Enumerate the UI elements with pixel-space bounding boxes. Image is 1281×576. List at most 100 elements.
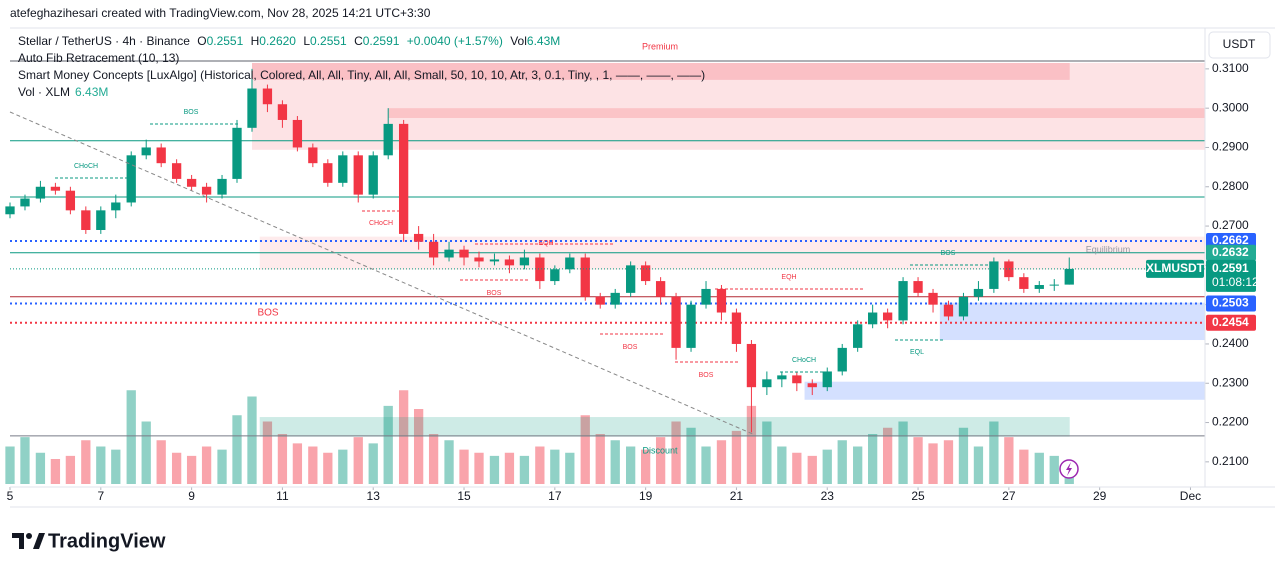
volume-bar bbox=[973, 446, 984, 484]
y-tick-label: 0.2200 bbox=[1212, 415, 1249, 429]
volume-bar bbox=[308, 446, 318, 484]
volume-bar bbox=[913, 437, 923, 484]
y-tick-label: 0.2400 bbox=[1212, 336, 1249, 350]
volume-bar bbox=[247, 396, 257, 484]
candle-body bbox=[428, 241, 439, 258]
currency-button[interactable] bbox=[1208, 31, 1271, 59]
annotation: CHoCH bbox=[792, 357, 816, 364]
annotation: BOS bbox=[184, 109, 199, 116]
volume-bar bbox=[777, 446, 787, 484]
logo-mark bbox=[33, 533, 45, 549]
annotation: BOS bbox=[699, 372, 714, 379]
structure-lines bbox=[55, 123, 995, 373]
volume-bar bbox=[186, 455, 197, 484]
annotation: Equilibrium bbox=[1086, 244, 1131, 254]
volume-bar bbox=[989, 421, 999, 484]
volume-bar bbox=[701, 446, 711, 484]
x-tick-label: 17 bbox=[548, 489, 562, 503]
y-tick-label: 0.2900 bbox=[1212, 140, 1249, 154]
x-tick-label: 25 bbox=[911, 489, 925, 503]
candle-body bbox=[671, 296, 681, 348]
label: C bbox=[354, 34, 363, 48]
alert-icon bbox=[1066, 462, 1072, 476]
x-tick-label: 29 bbox=[1093, 489, 1107, 503]
last-price-label: 0.2591 bbox=[1212, 261, 1249, 275]
candle-body bbox=[1064, 268, 1074, 285]
candle-body bbox=[973, 288, 984, 297]
value: 0.2591 bbox=[363, 34, 400, 48]
volume-bar bbox=[489, 455, 500, 484]
candle-body bbox=[1019, 277, 1029, 289]
volume-bar bbox=[1004, 437, 1014, 484]
volume-bar bbox=[595, 434, 605, 484]
candle-body bbox=[292, 119, 303, 148]
x-tick-label: 7 bbox=[97, 489, 104, 503]
candle-body bbox=[943, 304, 954, 317]
volume-bar bbox=[353, 437, 363, 484]
price-tag bbox=[1206, 295, 1256, 312]
candle-body bbox=[792, 375, 802, 384]
annotation: BOS bbox=[623, 344, 638, 351]
volume-bar bbox=[171, 452, 182, 484]
volume-bar bbox=[65, 455, 76, 484]
volume-bar bbox=[671, 421, 681, 484]
candle-body bbox=[141, 147, 151, 156]
value: 0.2551 bbox=[310, 34, 347, 48]
label: Vol bbox=[510, 34, 527, 48]
logo-mark bbox=[26, 533, 32, 539]
y-tick-label: 0.3000 bbox=[1212, 100, 1249, 114]
volume-bar bbox=[868, 434, 878, 484]
annotation: BOS bbox=[487, 290, 502, 297]
volume-bar bbox=[96, 446, 106, 484]
candle-body bbox=[989, 261, 999, 289]
candle-body bbox=[413, 233, 424, 242]
symbol: Stellar / TetherUS · 4h · Binance bbox=[18, 34, 190, 48]
candle-body bbox=[686, 304, 696, 348]
candle-body bbox=[277, 104, 288, 120]
value: 0.2551 bbox=[207, 34, 244, 48]
candle-body bbox=[459, 249, 469, 258]
volume-bar bbox=[853, 446, 863, 484]
volume-bar bbox=[262, 421, 273, 484]
x-tick-label: 21 bbox=[730, 489, 744, 503]
candle-body bbox=[746, 343, 757, 388]
logo-mark bbox=[12, 533, 24, 549]
candle-body bbox=[474, 257, 484, 262]
candle-body bbox=[807, 383, 817, 388]
volume-bar bbox=[535, 446, 545, 484]
candle-body bbox=[565, 257, 575, 270]
candle-body bbox=[308, 147, 318, 164]
volume-bar bbox=[519, 455, 530, 484]
price-tag-label: 0.2503 bbox=[1212, 296, 1249, 310]
candle-body bbox=[777, 375, 787, 380]
label: Vol · XLM bbox=[18, 85, 70, 99]
zone bbox=[939, 302, 1205, 341]
x-tick-label: 15 bbox=[457, 489, 471, 503]
zone bbox=[388, 108, 1205, 118]
volume-bar bbox=[1034, 452, 1044, 484]
candle-body bbox=[247, 88, 257, 128]
candle-body bbox=[323, 163, 333, 183]
currency[interactable]: USDT bbox=[1223, 37, 1256, 51]
x-tick-label: 27 bbox=[1002, 489, 1016, 503]
label: O bbox=[197, 34, 206, 48]
candle-body bbox=[913, 281, 923, 293]
candle-body bbox=[444, 249, 454, 258]
volume-bar bbox=[762, 421, 772, 484]
annotation: CHoCH bbox=[369, 220, 393, 227]
candle-body bbox=[35, 186, 46, 199]
x-tick-label: 19 bbox=[639, 489, 653, 503]
candle-body bbox=[398, 123, 409, 234]
volume-bar bbox=[5, 446, 15, 484]
y-tick-label: 0.2100 bbox=[1212, 454, 1249, 468]
volume-bar bbox=[958, 427, 969, 484]
x-tick-label: Dec bbox=[1180, 489, 1201, 503]
volume-bar bbox=[126, 390, 136, 484]
candle-body bbox=[701, 288, 711, 305]
candle-body bbox=[20, 198, 30, 207]
candle-body bbox=[928, 292, 938, 305]
volume-bar bbox=[81, 440, 91, 484]
volume-bar bbox=[111, 449, 121, 484]
volume-bar bbox=[383, 405, 393, 484]
last-price-tag bbox=[1206, 259, 1256, 292]
